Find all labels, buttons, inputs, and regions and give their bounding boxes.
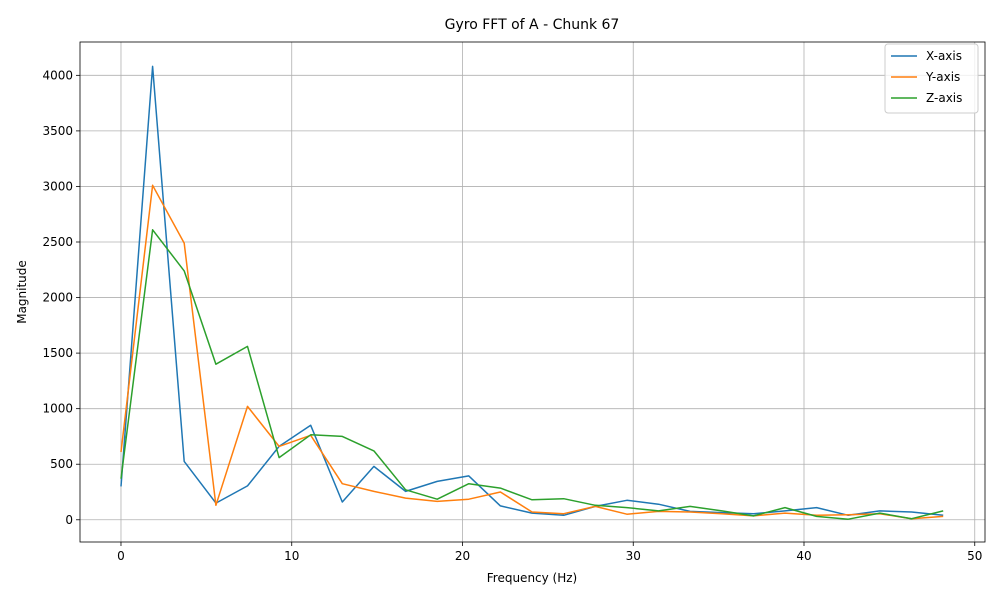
- y-axis-title: Magnitude: [15, 260, 29, 324]
- grid-lines: [80, 42, 985, 542]
- y-tick-label: 500: [50, 457, 73, 471]
- series-line-x-axis: [120, 65, 944, 517]
- legend-box: [884, 43, 979, 114]
- x-tick-label: 10: [284, 549, 299, 563]
- legend-label-x-axis: X-axis: [926, 49, 962, 63]
- x-tick-label: 30: [626, 549, 641, 563]
- y-tick-label: 4000: [42, 68, 73, 82]
- legend: X-axis Y-axis Z-axis: [884, 43, 979, 114]
- x-axis-title: Frequency (Hz): [487, 571, 578, 585]
- y-tick-label: 3000: [42, 179, 73, 193]
- y-tick-label: 1000: [42, 402, 73, 416]
- x-tick-label: 40: [796, 549, 811, 563]
- axis-ticks: 0 10 20 30 40 5005001000150020002500300035004…: [42, 68, 982, 563]
- x-tick-label: 0: [117, 549, 125, 563]
- legend-label-z-axis: Z-axis: [926, 91, 962, 105]
- x-tick-label: 50: [967, 549, 982, 563]
- y-tick-label: 3500: [42, 124, 73, 138]
- legend-label-y-axis: Y-axis: [925, 70, 960, 84]
- x-tick-label: 20: [455, 549, 470, 563]
- y-tick-label: 0: [65, 513, 73, 527]
- series-line-y-axis: [120, 184, 944, 520]
- y-tick-label: 2500: [42, 235, 73, 249]
- series-line-z-axis: [120, 229, 944, 520]
- chart-title: Gyro FFT of A - Chunk 67: [445, 17, 620, 33]
- y-tick-label: 1500: [42, 346, 73, 360]
- y-tick-label: 2000: [42, 291, 73, 305]
- series-layer: [120, 65, 944, 520]
- plot-frame: [79, 41, 986, 543]
